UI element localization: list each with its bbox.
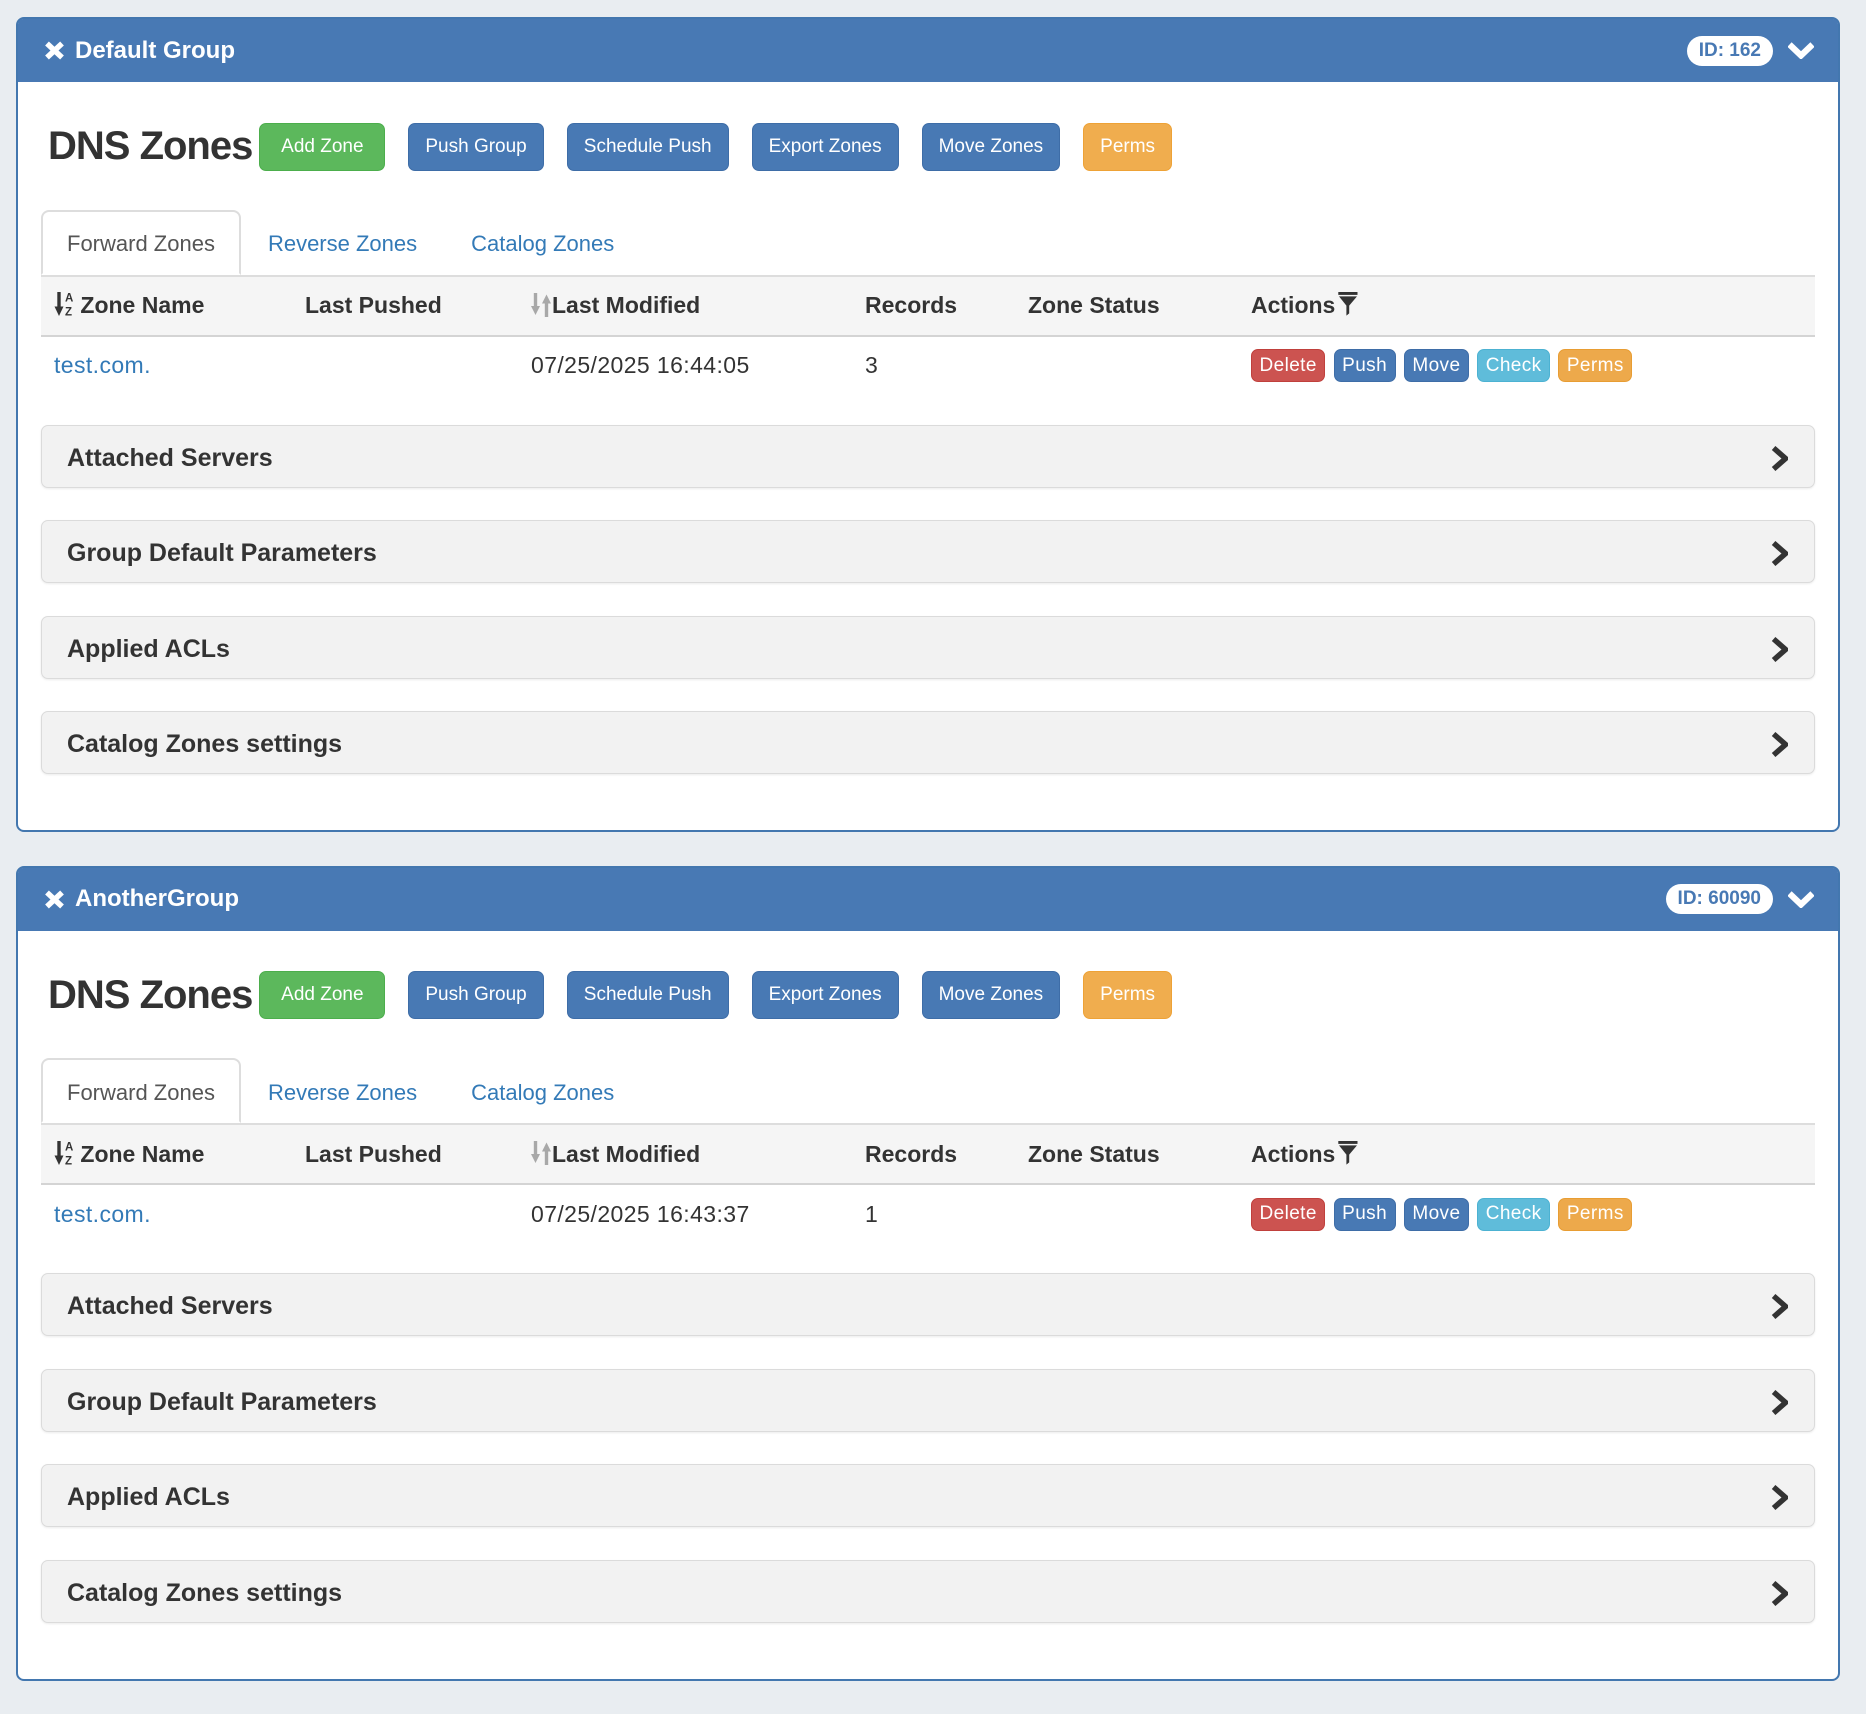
svg-text:Z: Z [65,1155,72,1166]
svg-text:A: A [65,1141,73,1153]
svg-text:A: A [65,293,73,305]
svg-text:Z: Z [65,307,72,318]
